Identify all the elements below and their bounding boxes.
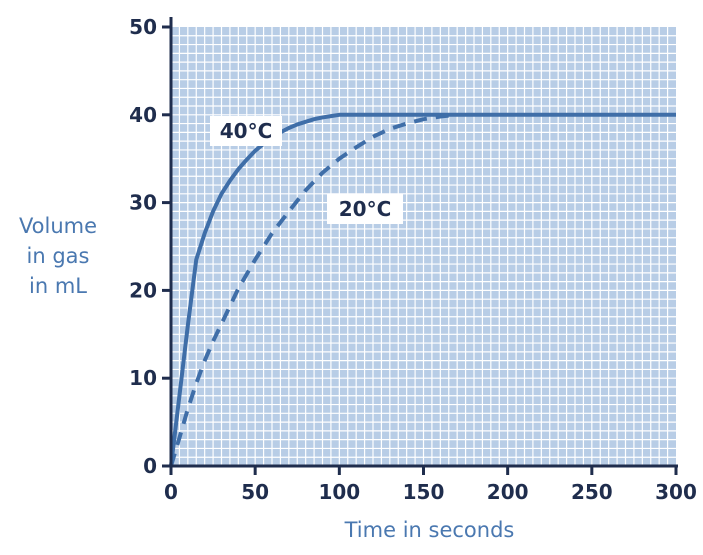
series-group [169, 112, 676, 467]
axis-titles: Time in seconds Volume in gas in mL [19, 214, 514, 542]
x-tick-label: 100 [318, 480, 360, 504]
y-axis-title-line: Volume [19, 214, 97, 238]
series-labels: 40°C 20°C [210, 116, 403, 224]
series-label: 20°C [339, 197, 392, 221]
grid [171, 27, 676, 466]
x-tick-label: 300 [655, 480, 697, 504]
y-axis-title-line: in gas [27, 244, 90, 268]
y-tick-label: 30 [129, 191, 157, 215]
x-tick-label: 50 [241, 480, 269, 504]
x-tick-label: 200 [487, 480, 529, 504]
series-label: 40°C [220, 119, 273, 143]
series-label-box [327, 194, 403, 224]
series-line-40c [169, 112, 676, 467]
x-tick-label: 150 [403, 480, 445, 504]
series-line-20c [169, 112, 458, 467]
y-tick-label: 50 [129, 15, 157, 39]
y-tick-label: 40 [129, 103, 157, 127]
y-tick-label: 20 [129, 278, 157, 302]
y-axis-title-line: in mL [29, 274, 87, 298]
series-label-box [210, 116, 282, 146]
y-tick-label: 0 [143, 454, 157, 478]
x-tick-label: 250 [571, 480, 613, 504]
y-tick-label: 10 [129, 366, 157, 390]
x-axis-title: Time in seconds [344, 518, 515, 542]
ticks: 0 10 20 30 40 50 0 50 100 150 200 250 300 [129, 15, 697, 504]
x-tick-label: 0 [164, 480, 178, 504]
